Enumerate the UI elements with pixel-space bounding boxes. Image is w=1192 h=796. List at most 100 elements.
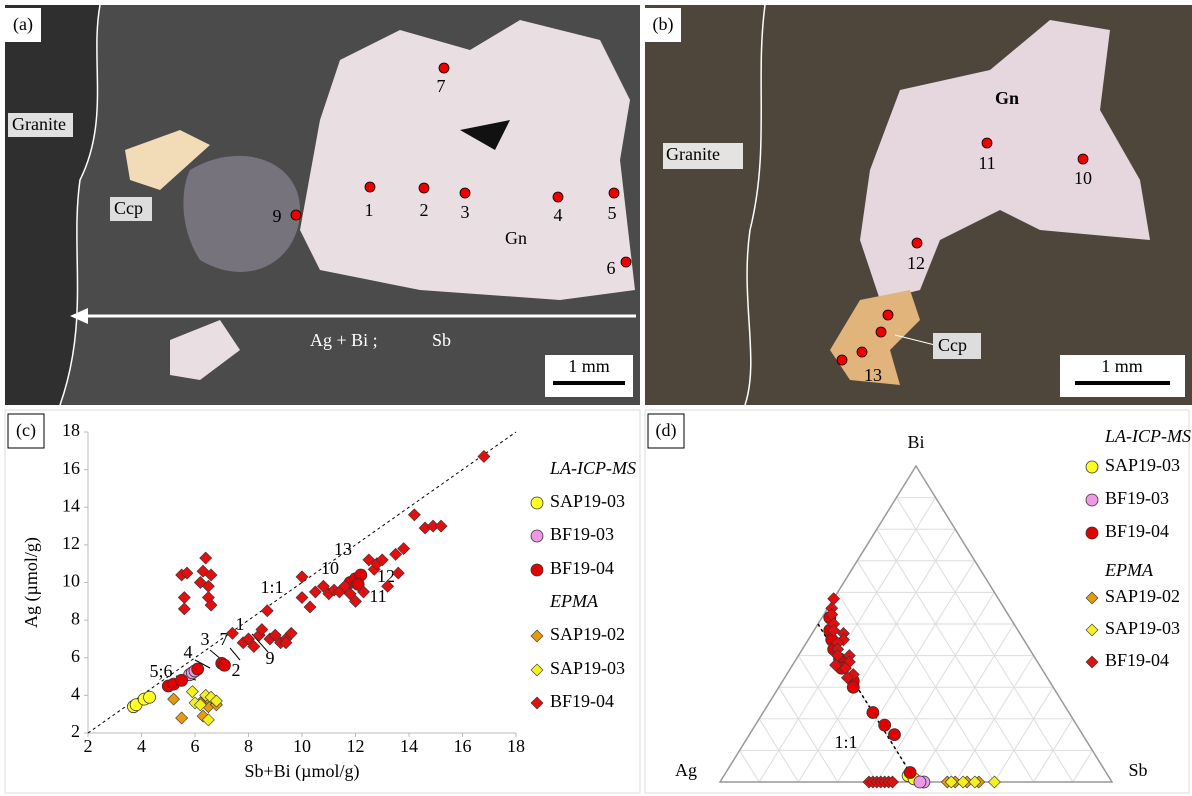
legend-marker bbox=[530, 696, 544, 710]
x-tick-label: 12 bbox=[347, 736, 365, 756]
label-box bbox=[647, 413, 685, 449]
panel-label: (c) bbox=[16, 420, 36, 441]
spot bbox=[911, 237, 923, 249]
point bbox=[218, 658, 231, 672]
legend-label: SAP19-03 bbox=[550, 658, 625, 678]
spot-label: 9 bbox=[273, 206, 282, 226]
y-tick-label: 8 bbox=[71, 608, 80, 628]
x-tick-label: 14 bbox=[400, 736, 418, 756]
label-box bbox=[110, 197, 152, 221]
point bbox=[944, 775, 958, 789]
y-tick-label: 18 bbox=[62, 420, 80, 440]
point bbox=[255, 623, 269, 636]
legend-heading: EPMA bbox=[549, 591, 599, 611]
ternary-grid bbox=[1033, 718, 1074, 783]
point bbox=[888, 728, 901, 741]
spot-label: 13 bbox=[864, 365, 882, 385]
scale-label: 1 mm bbox=[568, 356, 610, 376]
x-tick-label: 16 bbox=[454, 736, 472, 756]
ternary-grid bbox=[837, 560, 976, 783]
point bbox=[827, 623, 841, 637]
y-tick-label: 4 bbox=[71, 684, 80, 704]
spot bbox=[608, 187, 620, 199]
point bbox=[903, 766, 917, 779]
legend-marker bbox=[1085, 623, 1099, 637]
label-box bbox=[5, 8, 41, 42]
panel-d-frame bbox=[644, 409, 1190, 794]
x-tick-label: 6 bbox=[191, 736, 200, 756]
point bbox=[886, 775, 899, 789]
annotation: 12 bbox=[377, 566, 395, 586]
spot bbox=[875, 326, 887, 338]
point bbox=[375, 553, 389, 567]
point bbox=[175, 711, 189, 725]
point bbox=[196, 709, 210, 723]
ternary-grid bbox=[1072, 750, 1093, 783]
point bbox=[199, 551, 213, 565]
point bbox=[397, 542, 411, 556]
legend-marker bbox=[530, 629, 544, 643]
point bbox=[284, 626, 298, 640]
legend-label: SAP19-02 bbox=[550, 624, 625, 644]
mineral-label: Ccp bbox=[938, 335, 967, 355]
ternary-grid bbox=[778, 686, 839, 783]
point bbox=[846, 680, 860, 694]
legend-label: BF19-03 bbox=[1105, 488, 1169, 508]
point bbox=[351, 577, 365, 591]
point bbox=[338, 579, 352, 593]
annotation: 1 bbox=[236, 614, 245, 634]
legend-label: BF19-04 bbox=[550, 558, 614, 578]
x-tick-label: 10 bbox=[293, 736, 311, 756]
point bbox=[177, 591, 191, 604]
spot bbox=[981, 137, 993, 149]
point bbox=[308, 585, 322, 599]
point bbox=[343, 587, 357, 601]
legend-label: BF19-04 bbox=[1105, 650, 1169, 670]
annotation: 7 bbox=[220, 629, 229, 649]
spot bbox=[459, 187, 471, 199]
point bbox=[167, 692, 181, 706]
leader bbox=[229, 647, 241, 661]
point bbox=[913, 775, 927, 789]
label-box bbox=[663, 143, 743, 169]
point bbox=[878, 718, 892, 732]
point bbox=[968, 775, 982, 789]
annotation: 9 bbox=[266, 648, 275, 668]
ternary-grid bbox=[739, 750, 760, 783]
ternary-grid bbox=[797, 655, 878, 783]
point bbox=[185, 685, 199, 699]
annotation: 2 bbox=[232, 660, 241, 680]
panel-c-frame bbox=[4, 409, 641, 794]
x-axis-title: Sb+Bi (µmol/g) bbox=[244, 761, 359, 782]
point bbox=[191, 662, 205, 676]
panel-label: (b) bbox=[653, 14, 674, 35]
point bbox=[175, 673, 189, 687]
spot-label: 10 bbox=[1074, 168, 1092, 188]
legend-marker bbox=[1085, 460, 1099, 474]
y-tick-label: 14 bbox=[62, 495, 80, 515]
point bbox=[201, 713, 215, 727]
point bbox=[209, 694, 223, 708]
legend-heading: EPMA bbox=[1104, 560, 1154, 580]
panel-label: (a) bbox=[13, 14, 33, 35]
annotation: 13 bbox=[334, 539, 352, 559]
legend-marker bbox=[1085, 591, 1099, 605]
point bbox=[407, 508, 421, 522]
x-tick-label: 4 bbox=[137, 736, 146, 756]
legend-heading: LA-ICP-MS bbox=[1104, 426, 1191, 446]
legend-label: BF19-04 bbox=[1105, 521, 1169, 541]
legend-marker bbox=[530, 663, 544, 677]
y-tick-label: 10 bbox=[62, 571, 80, 591]
mineral-label: Gn bbox=[995, 88, 1019, 108]
apex-label: Sb bbox=[1128, 760, 1147, 780]
point bbox=[242, 632, 255, 646]
point bbox=[180, 566, 194, 580]
spot bbox=[856, 346, 868, 358]
label-box bbox=[933, 333, 981, 359]
trend-label: Ag + Bi ; bbox=[310, 330, 378, 350]
spot-label: 4 bbox=[554, 205, 563, 225]
point bbox=[434, 519, 448, 533]
y-tick-label: 6 bbox=[71, 646, 80, 666]
